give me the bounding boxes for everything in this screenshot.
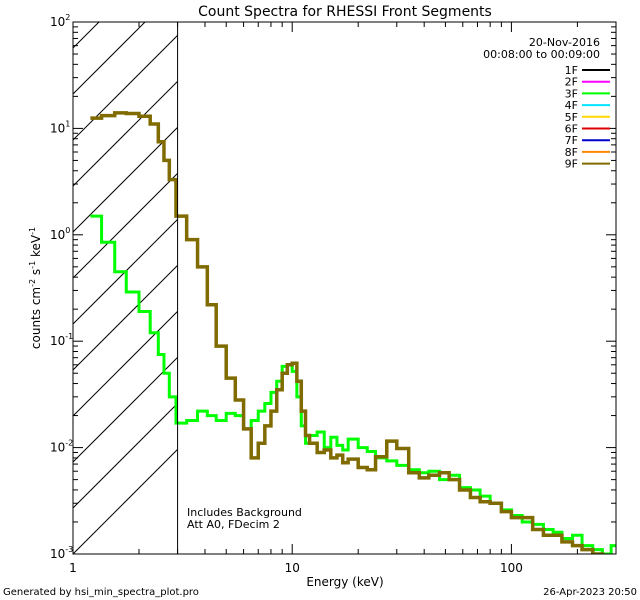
hatch-line <box>73 265 178 371</box>
hatch-line <box>73 22 100 49</box>
legend-label-3F: 3F <box>565 87 578 100</box>
x-axis-label: Energy (keV) <box>306 575 383 589</box>
hatch-line <box>73 449 178 554</box>
x-axis-ticks: 1 10 100 <box>69 22 617 575</box>
legend-label-4F: 4F <box>565 99 578 112</box>
hatch-line <box>73 0 178 2</box>
series-3F-line <box>90 214 616 554</box>
y-tick-label: 10-2 <box>50 439 73 455</box>
legend-label-5F: 5F <box>565 111 578 124</box>
hatch-line <box>73 403 178 509</box>
x-tick-label: 100 <box>500 561 523 575</box>
y-tick-label: 101 <box>50 119 70 135</box>
time-range-label: 00:08:00 to 00:09:00 <box>483 48 600 61</box>
hatch-line <box>73 81 178 187</box>
plot-frame <box>72 21 617 555</box>
annotation-attenuator: Att A0, FDecim 2 <box>187 518 280 531</box>
series-9F-line <box>90 111 605 554</box>
hatch-line <box>73 173 178 279</box>
date-label: 20-Nov-2016 <box>529 36 600 49</box>
x-tick-label: 10 <box>285 561 300 575</box>
y-axis-ticks: 10-3 10-2 10-1 100 101 102 <box>50 13 616 561</box>
footer-timestamp: 26-Apr-2023 20:50 <box>543 587 637 598</box>
x-tick-label: 1 <box>69 561 77 575</box>
legend-label-2F: 2F <box>565 76 578 89</box>
legend-label-9F: 9F <box>565 158 578 171</box>
legend-label-6F: 6F <box>565 123 578 136</box>
y-tick-label: 10-3 <box>50 545 73 561</box>
legend-label-8F: 8F <box>565 146 578 159</box>
y-tick-label: 100 <box>50 226 70 242</box>
hatch-line <box>73 22 146 95</box>
chart-title: Count Spectra for RHESSI Front Segments <box>198 4 492 20</box>
footer-generated-by: Generated by hsi_min_spectra_plot.pro <box>3 587 199 598</box>
y-tick-label: 102 <box>50 13 70 29</box>
hatch-line <box>73 35 178 141</box>
hatch-line <box>73 311 178 417</box>
legend-label-1F: 1F <box>565 64 578 77</box>
y-axis-label: counts cm-2 s-1 keV-1 <box>28 227 43 349</box>
y-tick-label: 10-1 <box>50 332 73 348</box>
hatch-line <box>73 357 178 463</box>
legend-label-7F: 7F <box>565 134 578 147</box>
annotation-background: Includes Background <box>187 506 302 519</box>
series-layer <box>90 111 616 554</box>
